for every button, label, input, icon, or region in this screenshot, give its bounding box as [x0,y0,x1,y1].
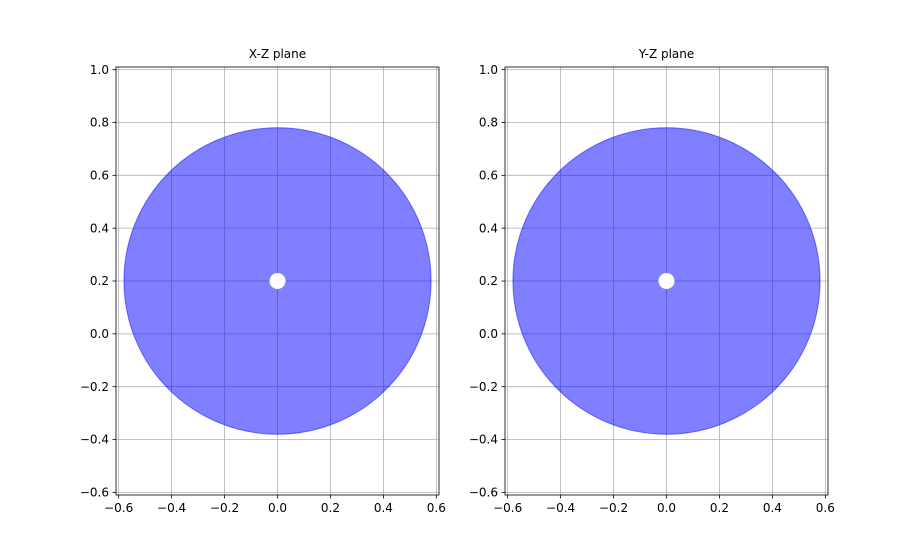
y-tick-label: 0.2 [479,274,498,288]
y-tick-label: 0.8 [90,116,109,130]
subplot-yz-plane: Y-Z plane −0.6 −0.4 −0.2 0.0 0.2 0.4 0.6 −0.6 −0… [469,47,835,515]
x-tick-label: 0.0 [657,501,676,515]
y-tick-label: 0.2 [90,274,109,288]
y-tick-label: 0.8 [479,116,498,130]
subplot-xz-plane: X-Z plane −0.6 −0.4 −0.2 0.0 0.2 0.4 0.6 −0.6 −0… [80,47,446,515]
y-tick-label: 0.6 [90,169,109,183]
y-tick-label: 0.0 [90,327,109,341]
y-tick-label: −0.4 [469,433,498,447]
y-tick-label: −0.6 [80,486,109,500]
y-tick-label: 0.0 [479,327,498,341]
y-tick-label: −0.2 [80,380,109,394]
subplot-title: Y-Z plane [638,47,695,61]
x-tick-label: −0.2 [210,501,239,515]
x-tick-label: −0.6 [104,501,133,515]
y-tick-label: −0.2 [469,380,498,394]
x-tick-label: 0.0 [268,501,287,515]
x-tick-label: 0.4 [374,501,393,515]
x-tick-label: 0.6 [427,501,446,515]
x-tick-label: 0.6 [816,501,835,515]
y-tick-label: −0.4 [80,433,109,447]
x-tick-label: 0.2 [710,501,729,515]
y-tick-label: 1.0 [90,63,109,77]
x-tick-label: −0.2 [599,501,628,515]
x-tick-label: −0.4 [157,501,186,515]
y-tick-label: 1.0 [479,63,498,77]
y-tick-label: 0.6 [479,169,498,183]
x-tick-label: −0.4 [546,501,575,515]
x-tick-label: 0.2 [321,501,340,515]
y-tick-label: 0.4 [479,221,498,235]
center-marker [658,273,675,289]
x-tick-label: −0.6 [493,501,522,515]
x-tick-label: 0.4 [763,501,782,515]
center-marker [269,273,286,289]
y-tick-label: 0.4 [90,221,109,235]
y-tick-label: −0.6 [469,486,498,500]
subplot-title: X-Z plane [249,47,306,61]
